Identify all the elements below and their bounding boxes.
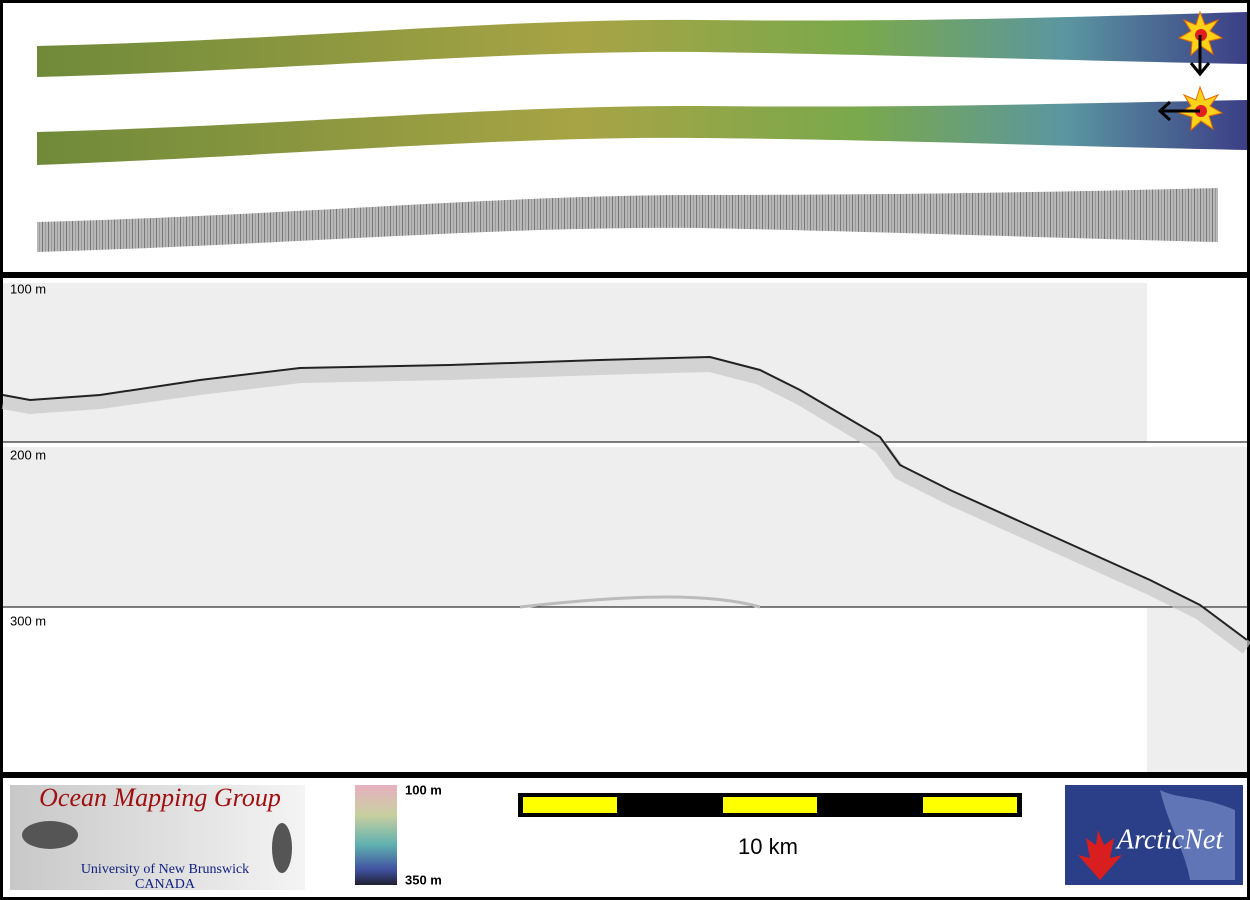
depth-label: 300 m — [10, 613, 46, 628]
scale-segment — [523, 797, 617, 813]
colorbar-label: 100 m — [405, 782, 442, 797]
bathymetry-swath — [37, 12, 1247, 77]
scale-segment — [923, 797, 1017, 813]
scale-segment — [723, 797, 817, 813]
position-marker — [1157, 85, 1224, 132]
position-marker — [1177, 10, 1224, 77]
partner-name: ArcticNet — [1115, 824, 1224, 855]
colorbar-label: 350 m — [405, 872, 442, 887]
logo-graphic — [22, 821, 78, 849]
logo-text: CANADA — [135, 877, 196, 892]
echo — [519, 595, 761, 609]
logo-graphic — [272, 823, 292, 873]
bathymetry-swath — [37, 100, 1247, 165]
legend-panel: Ocean Mapping Group University of New Br… — [10, 782, 1243, 892]
scale-label: 10 km — [738, 834, 798, 859]
logo-title: Ocean Mapping Group — [39, 783, 281, 812]
seafloor — [2, 355, 1248, 641]
logo-text: University of New Brunswick — [81, 862, 249, 877]
backscatter-swath — [37, 188, 1218, 252]
divider — [0, 272, 1250, 278]
map-shape — [1160, 790, 1235, 880]
colorbar — [355, 785, 397, 885]
sub-bottom-echo — [1, 357, 1250, 654]
depth-label: 200 m — [10, 447, 46, 462]
swath-panel — [37, 10, 1247, 252]
depth-band — [3, 447, 1247, 607]
leaf — [1078, 830, 1122, 880]
depth-label: 100 m — [10, 281, 46, 296]
divider — [0, 772, 1250, 778]
profile-panel: 100 m 200 m 300 m — [1, 281, 1250, 772]
